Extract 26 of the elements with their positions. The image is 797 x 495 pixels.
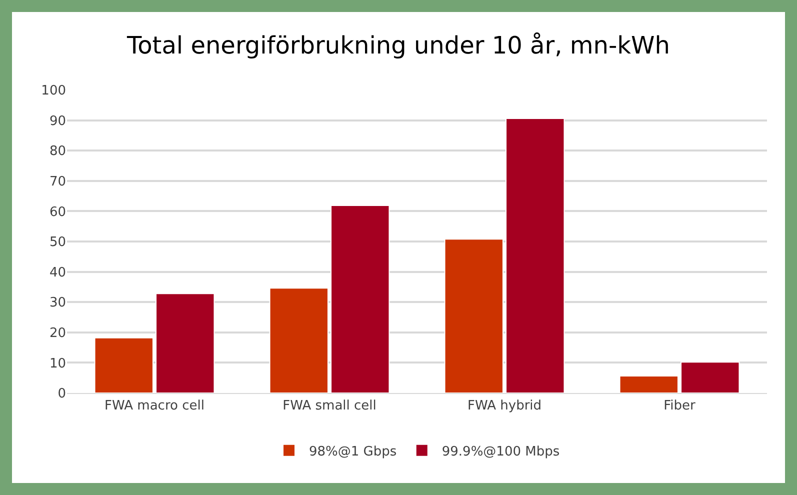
y-tick-label: 20 [49, 326, 66, 341]
x-tick-label: FWA small cell [282, 398, 376, 414]
legend-label: 99.9%@100 Mbps [442, 444, 560, 460]
legend-label: 98%@1 Gbps [309, 444, 397, 460]
bar [156, 293, 215, 393]
x-tick-label: FWA macro cell [104, 398, 204, 414]
x-tick-label: Fiber [664, 398, 696, 414]
y-tick-label: 100 [41, 84, 66, 99]
bar [269, 288, 328, 393]
bar [619, 376, 678, 393]
chart-title: Total energiförbrukning under 10 år, mn-kWh [126, 31, 670, 60]
y-tick-label: 80 [49, 144, 66, 160]
y-tick-label: 70 [49, 174, 66, 190]
x-tick-label: FWA hybrid [467, 398, 542, 414]
y-tick-label: 90 [49, 114, 66, 129]
bar [94, 337, 154, 393]
y-tick-label: 10 [49, 356, 66, 372]
bar [506, 118, 565, 393]
y-tick-label: 30 [49, 296, 66, 311]
bar [680, 362, 740, 393]
y-tick-label: 0 [58, 386, 66, 402]
y-tick-label: 40 [49, 265, 66, 280]
bar [444, 238, 504, 393]
y-tick-label: 50 [49, 235, 66, 250]
bar [330, 204, 390, 393]
y-tick-label: 60 [49, 204, 66, 220]
